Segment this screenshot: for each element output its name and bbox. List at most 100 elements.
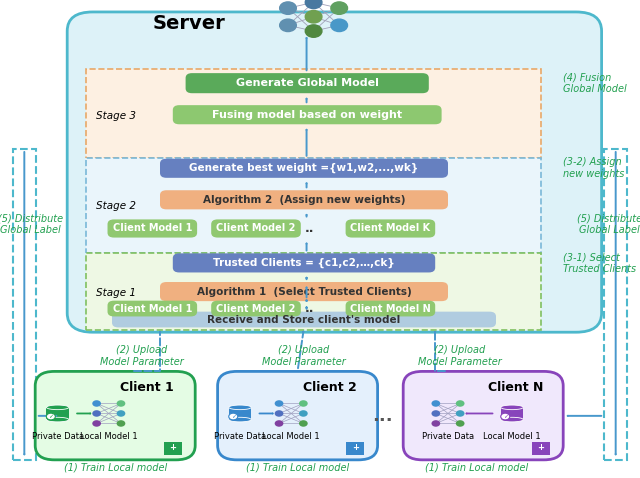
FancyBboxPatch shape	[108, 301, 197, 316]
Bar	[346, 442, 364, 455]
Circle shape	[299, 400, 308, 407]
Text: Client 1: Client 1	[120, 381, 174, 394]
Circle shape	[305, 0, 322, 9]
Text: (5) Distribute
Global Label: (5) Distribute Global Label	[0, 214, 63, 236]
Text: Stage 3: Stage 3	[96, 111, 136, 120]
Circle shape	[92, 400, 101, 407]
FancyBboxPatch shape	[173, 105, 442, 124]
Text: Algorithm 1  (Select Trusted Clients): Algorithm 1 (Select Trusted Clients)	[196, 287, 412, 296]
FancyBboxPatch shape	[211, 301, 301, 316]
Text: Client 2: Client 2	[303, 381, 356, 394]
Text: (2) Upload
Model Parameter: (2) Upload Model Parameter	[418, 345, 501, 367]
Text: (2) Upload
Model Parameter: (2) Upload Model Parameter	[100, 345, 184, 367]
Circle shape	[116, 400, 125, 407]
Circle shape	[431, 400, 440, 407]
Text: (5) Distribute
Global Label: (5) Distribute Global Label	[577, 214, 640, 236]
Text: (4) Fusion
Global Model: (4) Fusion Global Model	[563, 72, 627, 94]
Text: ..: ..	[305, 222, 314, 235]
Circle shape	[331, 2, 348, 14]
Text: (3-2) Assign
new weights: (3-2) Assign new weights	[563, 157, 625, 179]
FancyBboxPatch shape	[173, 253, 435, 272]
Text: Private Data: Private Data	[214, 432, 266, 441]
Circle shape	[116, 410, 125, 417]
FancyBboxPatch shape	[218, 371, 378, 460]
Text: ✓: ✓	[48, 414, 54, 419]
Text: Stage 2: Stage 2	[96, 202, 136, 211]
Circle shape	[305, 11, 322, 23]
Circle shape	[275, 400, 284, 407]
Text: Local Model 1: Local Model 1	[80, 432, 138, 441]
Bar	[86, 253, 541, 330]
Circle shape	[92, 420, 101, 427]
Ellipse shape	[500, 405, 524, 410]
Text: Private Data: Private Data	[422, 432, 474, 441]
Text: Client Model K: Client Model K	[350, 224, 431, 233]
Circle shape	[228, 413, 237, 420]
Text: Generate best weight ={w1,w2,...,wk}: Generate best weight ={w1,w2,...,wk}	[189, 163, 419, 174]
Circle shape	[299, 420, 308, 427]
Text: Client Model 2: Client Model 2	[216, 224, 296, 233]
FancyBboxPatch shape	[211, 219, 301, 238]
Circle shape	[275, 420, 284, 427]
Circle shape	[431, 410, 440, 417]
Text: Local Model 1: Local Model 1	[262, 432, 320, 441]
Bar	[532, 442, 550, 455]
FancyBboxPatch shape	[160, 190, 448, 209]
Circle shape	[456, 400, 465, 407]
FancyBboxPatch shape	[403, 371, 563, 460]
Text: Private Data: Private Data	[31, 432, 84, 441]
Ellipse shape	[228, 417, 252, 422]
Text: Client Model 2: Client Model 2	[216, 304, 296, 314]
Ellipse shape	[500, 417, 524, 422]
Text: ...: ...	[372, 407, 393, 425]
Circle shape	[280, 19, 296, 32]
Text: Client Model N: Client Model N	[350, 304, 431, 314]
Circle shape	[280, 2, 296, 14]
Bar	[228, 407, 252, 420]
Circle shape	[500, 413, 509, 420]
Ellipse shape	[46, 405, 69, 410]
Text: Client Model 1: Client Model 1	[113, 224, 192, 233]
Bar	[604, 149, 627, 460]
Text: Fusing model based on weight: Fusing model based on weight	[212, 110, 403, 120]
Text: (1) Train Local model: (1) Train Local model	[246, 463, 349, 472]
Text: Trusted Clients = {c1,c2,…,ck}: Trusted Clients = {c1,c2,…,ck}	[213, 258, 395, 268]
Text: ✓: ✓	[502, 414, 508, 419]
Bar	[164, 442, 182, 455]
Ellipse shape	[228, 405, 252, 410]
Circle shape	[305, 25, 322, 37]
FancyBboxPatch shape	[186, 73, 429, 93]
Text: Local Model 1: Local Model 1	[483, 432, 541, 441]
Text: (2) Upload
Model Parameter: (2) Upload Model Parameter	[262, 345, 346, 367]
Text: Algorithm 2  (Assign new weights): Algorithm 2 (Assign new weights)	[203, 195, 405, 205]
Text: Receive and Store client's model: Receive and Store client's model	[207, 315, 401, 325]
Text: ✓: ✓	[230, 414, 236, 419]
Text: Generate Global Model: Generate Global Model	[236, 78, 379, 88]
Circle shape	[431, 420, 440, 427]
Text: (3-1) Select
Trusted Clients: (3-1) Select Trusted Clients	[563, 252, 636, 274]
Bar	[86, 158, 541, 253]
FancyBboxPatch shape	[108, 219, 197, 238]
Circle shape	[92, 410, 101, 417]
Text: +: +	[170, 444, 176, 452]
Text: Server: Server	[152, 14, 225, 33]
Circle shape	[456, 420, 465, 427]
Text: (1) Train Local model: (1) Train Local model	[63, 463, 167, 472]
Text: (1) Train Local model: (1) Train Local model	[425, 463, 529, 472]
FancyBboxPatch shape	[346, 219, 435, 238]
FancyBboxPatch shape	[160, 159, 448, 178]
Text: Stage 1: Stage 1	[96, 288, 136, 297]
Circle shape	[116, 420, 125, 427]
Text: Client N: Client N	[488, 381, 543, 394]
FancyBboxPatch shape	[160, 282, 448, 301]
Bar	[46, 407, 69, 420]
Circle shape	[456, 410, 465, 417]
Text: +: +	[538, 444, 544, 452]
Circle shape	[46, 413, 55, 420]
Text: ..: ..	[305, 302, 314, 315]
Ellipse shape	[46, 417, 69, 422]
FancyBboxPatch shape	[112, 312, 496, 327]
Bar	[86, 69, 541, 158]
Text: +: +	[352, 444, 358, 452]
Circle shape	[331, 19, 348, 32]
